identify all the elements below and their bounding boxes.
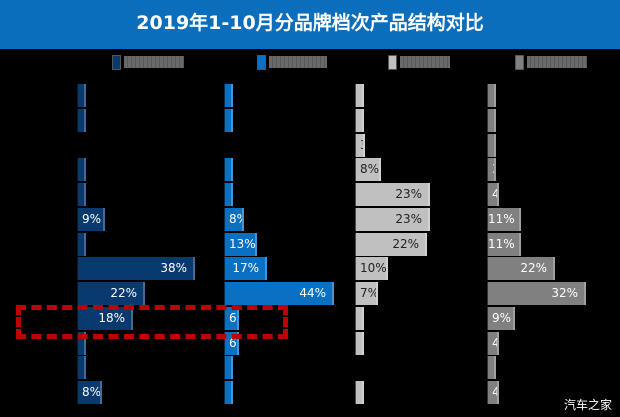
bar-series2-row4	[224, 158, 233, 181]
bar-series4-row4: 3	[487, 158, 496, 181]
chart-title: 2019年1-10月分品牌档次产品结构对比	[0, 0, 620, 49]
bar-series2-row10: 6%	[224, 307, 239, 330]
bar-series2-row9: 44%	[224, 282, 334, 305]
bar-series4-row11: 4	[487, 332, 499, 355]
legend-label: ████	[269, 56, 327, 68]
bar-series3-row2	[355, 109, 364, 132]
legend-swatch-icon	[112, 55, 121, 70]
bar-series1-row6: 9%	[77, 208, 105, 231]
bar-series4-row3	[487, 134, 496, 157]
bar-series2-row6: 8%	[224, 208, 244, 231]
legend-swatch-icon	[388, 55, 397, 70]
legend-label: █████	[527, 56, 587, 68]
watermark: 汽车之家	[563, 398, 612, 412]
highlight-box	[16, 305, 288, 339]
bar-series2-row13	[224, 381, 233, 404]
bar-series2-row7: 13%	[224, 233, 257, 256]
bar-series3-row5: 23%	[355, 183, 430, 206]
bar-series1-row13: 8%	[77, 381, 102, 404]
bar-series4-row5: 4	[487, 183, 499, 206]
bar-series1-row11	[77, 332, 86, 355]
bar-series2-row12	[224, 356, 233, 379]
bar-series3-row4: 8%	[355, 158, 381, 181]
legend-swatch-icon	[257, 55, 266, 70]
bar-series3-row6: 23%	[355, 208, 430, 231]
bar-series1-row8: 38%	[77, 257, 195, 280]
bar-series3-row9: 7%	[355, 282, 378, 305]
bar-series1-row10: 18%	[77, 307, 133, 330]
bar-series2-row5	[224, 183, 233, 206]
bar-series3-row1	[355, 84, 364, 107]
bar-series2-row1	[224, 84, 233, 107]
bar-series3-row11	[355, 332, 364, 355]
legend-label: ████	[400, 56, 450, 68]
bar-series1-row7	[77, 233, 86, 256]
bar-series3-row13	[355, 381, 364, 404]
bar-series1-row12	[77, 356, 86, 379]
bar-series2-row8: 17%	[224, 257, 267, 280]
bar-series4-row9: 32%	[487, 282, 586, 305]
bar-series3-row8: 10%	[355, 257, 388, 280]
bar-series4-row2	[487, 109, 496, 132]
bar-series1-row1	[77, 84, 86, 107]
bar-series1-row9: 22%	[77, 282, 145, 305]
legend-label: ████	[124, 56, 184, 68]
bar-series4-row7: 11%	[487, 233, 521, 256]
bar-series4-row10: 9%	[487, 307, 515, 330]
bar-series2-row2	[224, 109, 233, 132]
bar-series3-row10	[355, 307, 364, 330]
bar-series3-row3: 3	[355, 134, 365, 157]
bar-series4-row8: 22%	[487, 257, 555, 280]
bar-series4-row1	[487, 84, 496, 107]
bar-series4-row13: 4	[487, 381, 499, 404]
bar-series1-row4	[77, 158, 86, 181]
bar-series3-row7: 22%	[355, 233, 427, 256]
bar-series4-row12	[487, 356, 496, 379]
bar-series1-row2	[77, 109, 86, 132]
legend-swatch-icon	[515, 55, 524, 70]
bar-series1-row5	[77, 183, 86, 206]
bar-series4-row6: 11%	[487, 208, 521, 231]
